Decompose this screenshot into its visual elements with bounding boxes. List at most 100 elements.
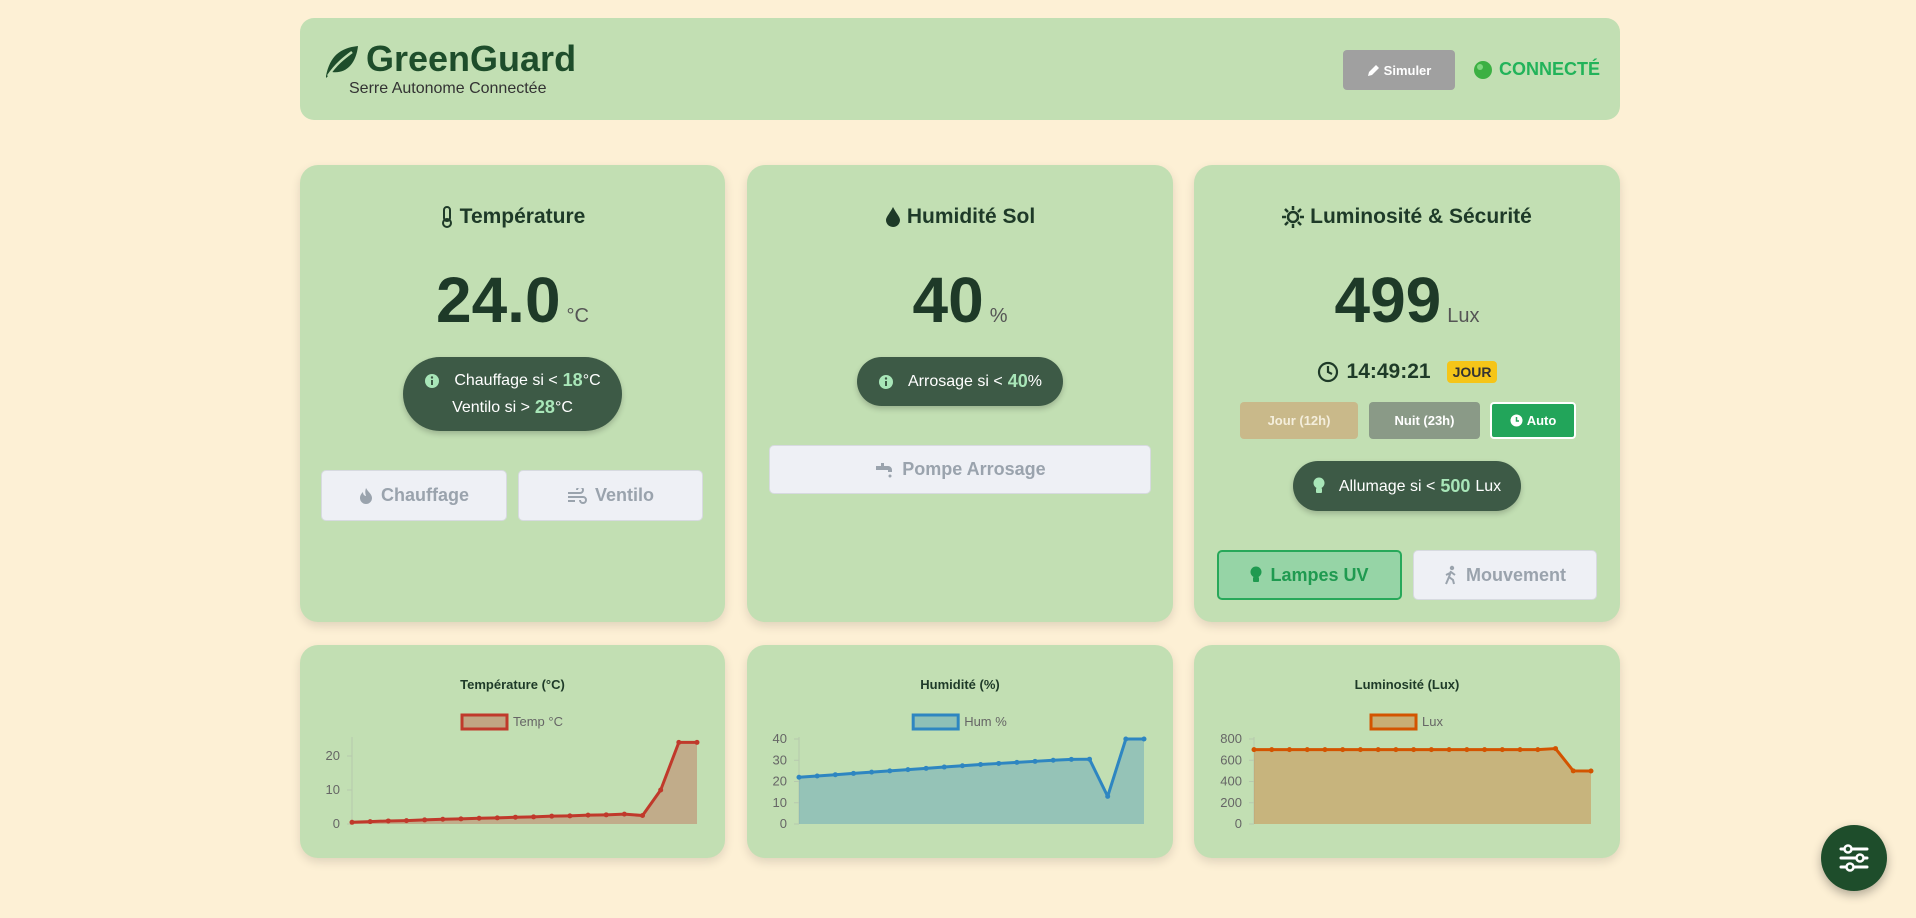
mode-day[interactable]: Jour (12h)	[1240, 402, 1358, 439]
point	[1123, 736, 1129, 742]
temperature-card: Température 24.0 °C Chauffage si <18 °C Ve…	[300, 165, 725, 622]
leaf-icon	[326, 46, 358, 78]
faucet-icon	[876, 462, 893, 477]
walk-icon	[1445, 565, 1456, 585]
legend-label: Temp °C	[513, 714, 563, 729]
reading: 40%	[747, 263, 1173, 337]
y-tick-label: 40	[773, 731, 787, 746]
header: GreenGuard Serre Autonome Connectée Simu…	[300, 18, 1620, 120]
fire-icon	[359, 487, 372, 504]
y-tick-label: 0	[333, 816, 340, 831]
fan-button[interactable]: Ventilo	[518, 470, 703, 521]
area	[799, 739, 1144, 824]
point	[996, 760, 1002, 766]
button-label: Ventilo	[594, 485, 654, 505]
clock-icon	[1317, 361, 1338, 383]
info-icon	[425, 373, 440, 388]
chart-card: Humidité (%) Hum % 0 10 20 30 40	[747, 645, 1173, 858]
chart: Température (°C) Temp °C 0 10 20	[326, 677, 700, 831]
point	[1411, 747, 1417, 753]
point	[796, 774, 802, 780]
point	[959, 763, 965, 769]
uv-lamps-button[interactable]: Lampes UV	[1217, 550, 1402, 600]
point	[531, 814, 537, 820]
y-tick-label: 20	[773, 774, 787, 789]
button-label: Pompe Arrosage	[902, 459, 1046, 479]
point	[1464, 747, 1470, 753]
point	[978, 762, 984, 767]
legend-swatch	[1369, 713, 1418, 731]
status-dot	[1474, 61, 1492, 79]
point	[349, 819, 355, 825]
point	[1340, 747, 1346, 753]
mode-night[interactable]: Nuit (23h)	[1369, 402, 1480, 439]
point	[1087, 756, 1093, 762]
status-text: CONNECTÉ	[1499, 59, 1601, 79]
point	[869, 769, 875, 775]
point	[549, 813, 555, 819]
y-tick-label: 200	[1220, 795, 1242, 810]
info-icon	[879, 374, 893, 389]
y-tick-label: 10	[773, 795, 787, 810]
legend-label: Lux	[1422, 714, 1443, 729]
legend-swatch	[911, 713, 960, 731]
point	[676, 739, 682, 745]
point	[923, 765, 929, 771]
rule-unit: Lux	[1475, 477, 1502, 495]
point	[1286, 747, 1292, 753]
reading-value: 24.0	[435, 264, 561, 336]
point	[887, 768, 893, 774]
chart-title: Luminosité (Lux)	[1355, 677, 1460, 692]
point	[1032, 758, 1038, 764]
button-label: Lampes UV	[1270, 564, 1369, 585]
app-title: GreenGuard	[366, 38, 577, 79]
mode-label: Nuit (23h)	[1394, 413, 1455, 428]
card-title: Humidité Sol	[747, 205, 1173, 229]
rule-pill: Chauffage si <18 °C Ventilo si >28 °C	[403, 357, 622, 431]
rule-threshold: 40	[1007, 371, 1028, 391]
reading: 24.0 °C	[300, 263, 725, 337]
y-tick-label: 600	[1220, 752, 1242, 767]
chart: Humidité (%) Hum % 0 10 20 30 40	[773, 677, 1147, 831]
rule-unit: °C	[554, 399, 573, 416]
simulate-button[interactable]: Simuler	[1343, 50, 1455, 90]
rule-threshold: 18	[562, 370, 583, 390]
point	[850, 770, 856, 776]
reading-value: 40	[912, 264, 984, 336]
motion-button[interactable]: Mouvement	[1413, 550, 1597, 600]
point	[1357, 747, 1363, 753]
heater-button[interactable]: Chauffage	[321, 470, 507, 521]
point	[621, 811, 627, 817]
pump-button[interactable]: Pompe Arrosage	[769, 445, 1151, 494]
mode-auto[interactable]: Auto	[1490, 402, 1576, 439]
point	[1269, 747, 1275, 753]
card-title-text: Humidité Sol	[906, 205, 1036, 228]
card-title-text: Luminosité & Sécurité	[1310, 205, 1532, 228]
point	[1393, 747, 1399, 753]
pencil-icon	[1367, 64, 1379, 76]
simulate-label: Simuler	[1383, 62, 1432, 78]
legend-swatch	[460, 713, 509, 731]
rule-pill: Arrosage si <40%	[857, 357, 1063, 406]
point	[1375, 747, 1381, 753]
rule-text: Ventilo si >	[452, 399, 530, 416]
point	[1446, 747, 1452, 753]
settings-fab[interactable]	[1821, 825, 1887, 891]
point	[494, 815, 500, 821]
rule: Ventilo si >28 °C	[452, 394, 573, 421]
point	[603, 812, 609, 818]
rule-threshold: 28	[534, 397, 555, 417]
point	[1428, 747, 1434, 753]
point	[1499, 747, 1505, 753]
point	[941, 764, 947, 770]
rule: Chauffage si <18 °C	[424, 367, 601, 394]
rule: Allumage si <500 Lux	[1313, 473, 1501, 500]
area	[352, 742, 697, 824]
y-tick-label: 0	[780, 816, 787, 831]
point	[1068, 756, 1074, 762]
line	[1254, 747, 1592, 773]
point	[1141, 736, 1147, 742]
point	[640, 813, 646, 818]
card-title: Température	[300, 205, 725, 229]
reading-unit: Lux	[1447, 305, 1480, 327]
